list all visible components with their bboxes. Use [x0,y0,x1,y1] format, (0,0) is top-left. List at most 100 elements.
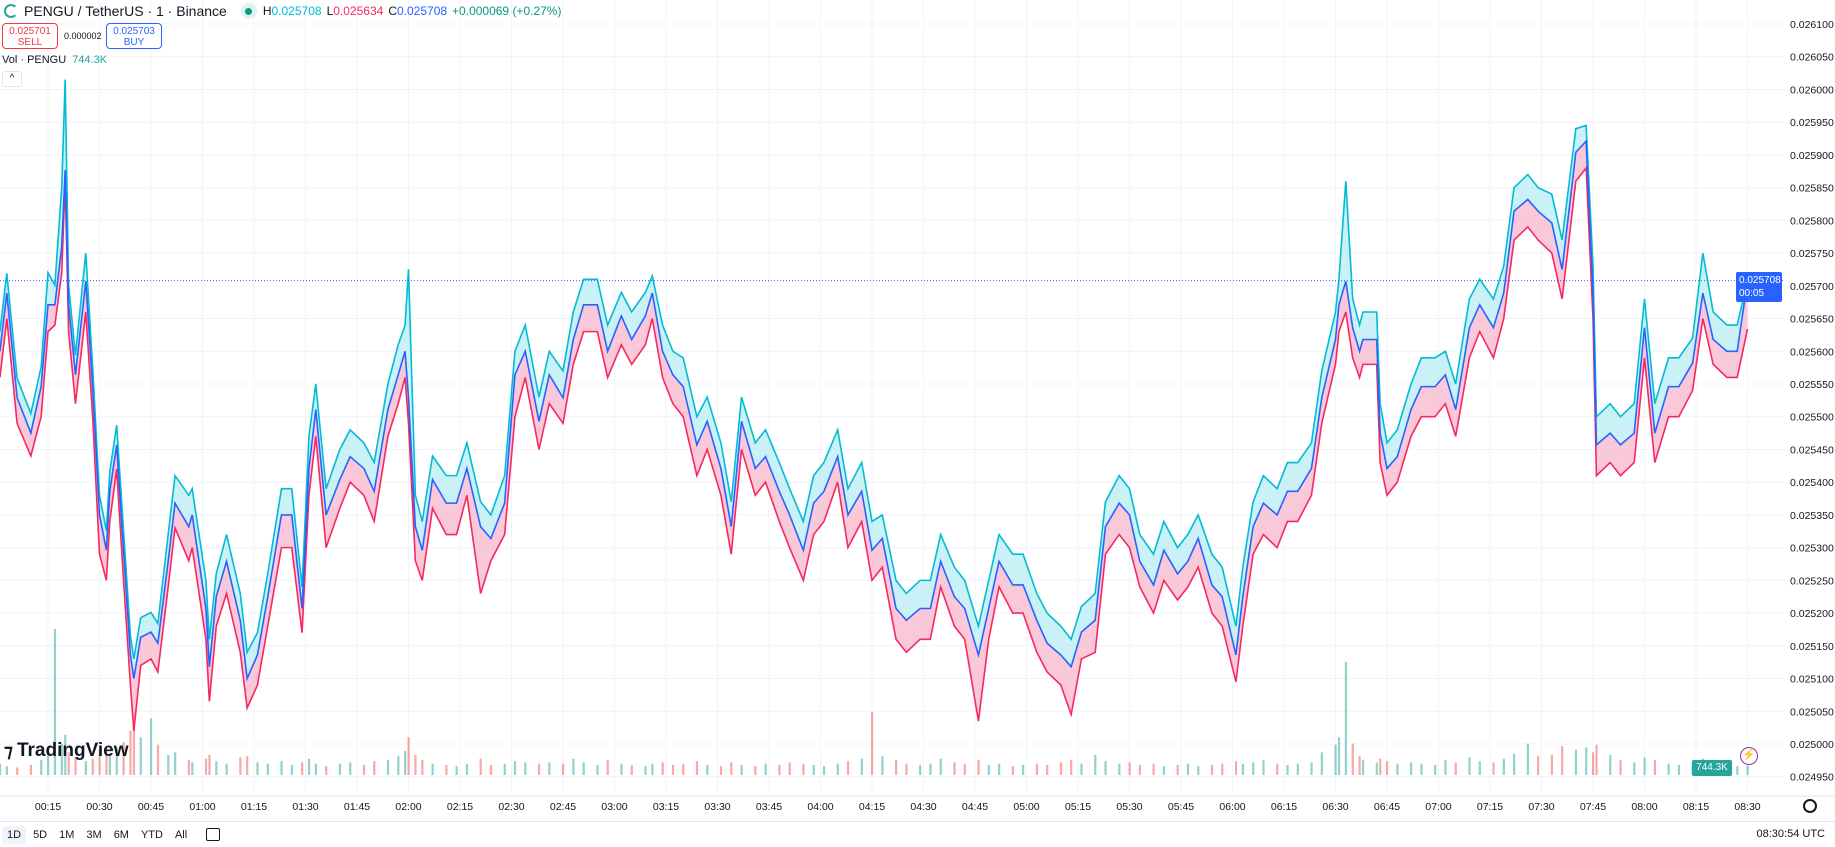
volume-bar [455,766,458,775]
volume-bar [1592,752,1595,775]
volume-bar [1478,761,1481,775]
calendar-icon[interactable] [206,828,221,841]
buy-button[interactable]: 0.025703 BUY [106,23,162,49]
volume-bar [695,761,699,775]
volume-bar [1434,764,1437,775]
current-volume-tag: 744.3K [1692,760,1732,776]
high-line [0,79,1749,660]
volume-bar [788,762,791,775]
volume-bar [407,737,410,775]
x-tick-label: 01:00 [189,801,215,813]
price-chart[interactable]: 0.026100 0.026050 0.026000 0.025950 0.025900… [0,0,1835,820]
volume-bar [1262,759,1265,775]
y-tick-label: 0.025950 [1790,117,1834,129]
y-tick-label: 0.025000 [1790,739,1834,751]
volume-bar [1070,759,1073,775]
volume-bar [338,763,342,775]
volume-bar [129,730,132,775]
high-close-fill [0,79,1748,679]
volume-bar [1011,766,1014,775]
x-tick-label: 02:15 [447,801,473,813]
volume-bar [1080,763,1083,775]
volume-bar [651,763,654,775]
volume-bar [1162,766,1166,775]
volume-bar [802,763,805,775]
volume-bar [1118,763,1121,775]
volume-bar [998,763,1001,775]
volume-bar [1585,747,1588,775]
current-price-tag: 0.025708 00:05 [1736,272,1782,302]
lightning-icon[interactable]: ⚡ [1740,747,1758,765]
volume-bar [895,759,898,775]
volume-bar [397,756,400,775]
clock[interactable]: 08:30:54 UTC [1756,828,1825,840]
volume-bar [84,761,87,775]
symbol-title[interactable]: PENGU / TetherUS · 1 · Binance [24,3,227,19]
volume-bar [977,759,980,775]
volume-bar [682,763,685,775]
volume-bar [1492,762,1495,775]
volume-bar [0,763,2,775]
volume-legend[interactable]: Vol · PENGU 744.3K [2,54,107,66]
volume-bar [953,762,956,775]
collapse-legend-button[interactable]: ^ [2,71,22,87]
sell-button[interactable]: 0.025701 SELL [2,23,58,49]
volume-bar [1252,762,1255,775]
volume-bar [1619,759,1622,775]
volume-bar [1595,744,1598,775]
volume-bar [60,743,63,775]
volume-bar [1310,762,1313,775]
settings-gear-icon[interactable] [1803,799,1817,813]
y-tick-label: 0.025900 [1790,150,1834,162]
x-tick-label: 01:30 [292,801,318,813]
volume-bar [1186,763,1190,775]
x-tick-label: 05:30 [1116,801,1142,813]
range-3m[interactable]: 3M [86,828,102,841]
y-tick-label: 0.025200 [1790,608,1834,620]
volume-bar [307,758,311,775]
volume-legend-value: 744.3K [72,54,108,66]
volume-bar [349,762,352,775]
volume-bar [1296,763,1299,775]
volume-bar [846,761,850,775]
range-all[interactable]: All [174,828,188,841]
volume-bar [1513,753,1516,775]
volume-bar [215,761,218,775]
y-tick-label: 0.025350 [1790,510,1834,522]
volume-bar [719,766,723,775]
current-price: 0.025708 [1739,275,1781,286]
range-6m[interactable]: 6M [113,828,129,841]
range-ytd[interactable]: YTD [140,828,163,841]
volume-bar [939,758,942,775]
range-1m[interactable]: 1M [59,828,75,841]
volume-bar [1653,759,1656,775]
x-tick-label: 04:00 [807,801,833,813]
tradingview-logo-icon: ⁊ [4,740,13,761]
volume-bar [64,734,67,775]
volume-bar [373,761,376,775]
y-tick-label: 0.025700 [1790,281,1834,293]
range-1d[interactable]: 1D [2,825,27,844]
volume-bar [630,764,633,775]
volume-bar [822,766,826,775]
volume-bar [150,718,153,775]
x-tick-label: 08:30 [1734,801,1760,813]
volume-bar [98,749,101,775]
tradingview-watermark[interactable]: ⁊ TradingView [4,740,129,762]
volume-bar [191,762,194,775]
high-value: 0.025708 [271,4,322,18]
y-tick-label: 0.026050 [1790,52,1834,64]
range-5d[interactable]: 5D [33,828,48,841]
x-tick-label: 07:15 [1477,801,1503,813]
volume-bar [1210,764,1214,775]
change-value: +0.000069 (+0.27%) [452,4,562,18]
volume-bar [812,764,815,775]
x-tick-label: 04:15 [859,801,885,813]
volume-bar [513,761,517,775]
volume-bar [1420,763,1423,775]
volume-bar [386,759,390,775]
volume-bar [1276,763,1279,775]
bottom-toolbar: 1D 5D 1M 3M 6M YTD All 08:30:54 UTC [0,821,1835,847]
volume-bar [582,762,585,775]
volume-bar [1221,763,1224,775]
